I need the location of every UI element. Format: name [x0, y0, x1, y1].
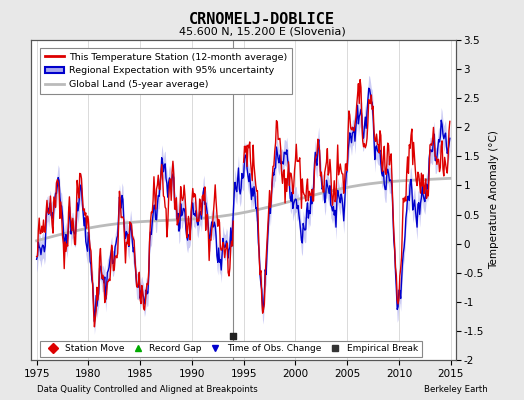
Text: 45.600 N, 15.200 E (Slovenia): 45.600 N, 15.200 E (Slovenia) [179, 26, 345, 36]
Y-axis label: Temperature Anomaly (°C): Temperature Anomaly (°C) [489, 130, 499, 270]
Point [229, 332, 237, 339]
Text: CRNOMELJ-DOBLICE: CRNOMELJ-DOBLICE [189, 12, 335, 27]
Text: Data Quality Controlled and Aligned at Breakpoints: Data Quality Controlled and Aligned at B… [37, 385, 257, 394]
Text: Berkeley Earth: Berkeley Earth [423, 385, 487, 394]
Legend: Station Move, Record Gap, Time of Obs. Change, Empirical Break: Station Move, Record Gap, Time of Obs. C… [40, 341, 422, 357]
